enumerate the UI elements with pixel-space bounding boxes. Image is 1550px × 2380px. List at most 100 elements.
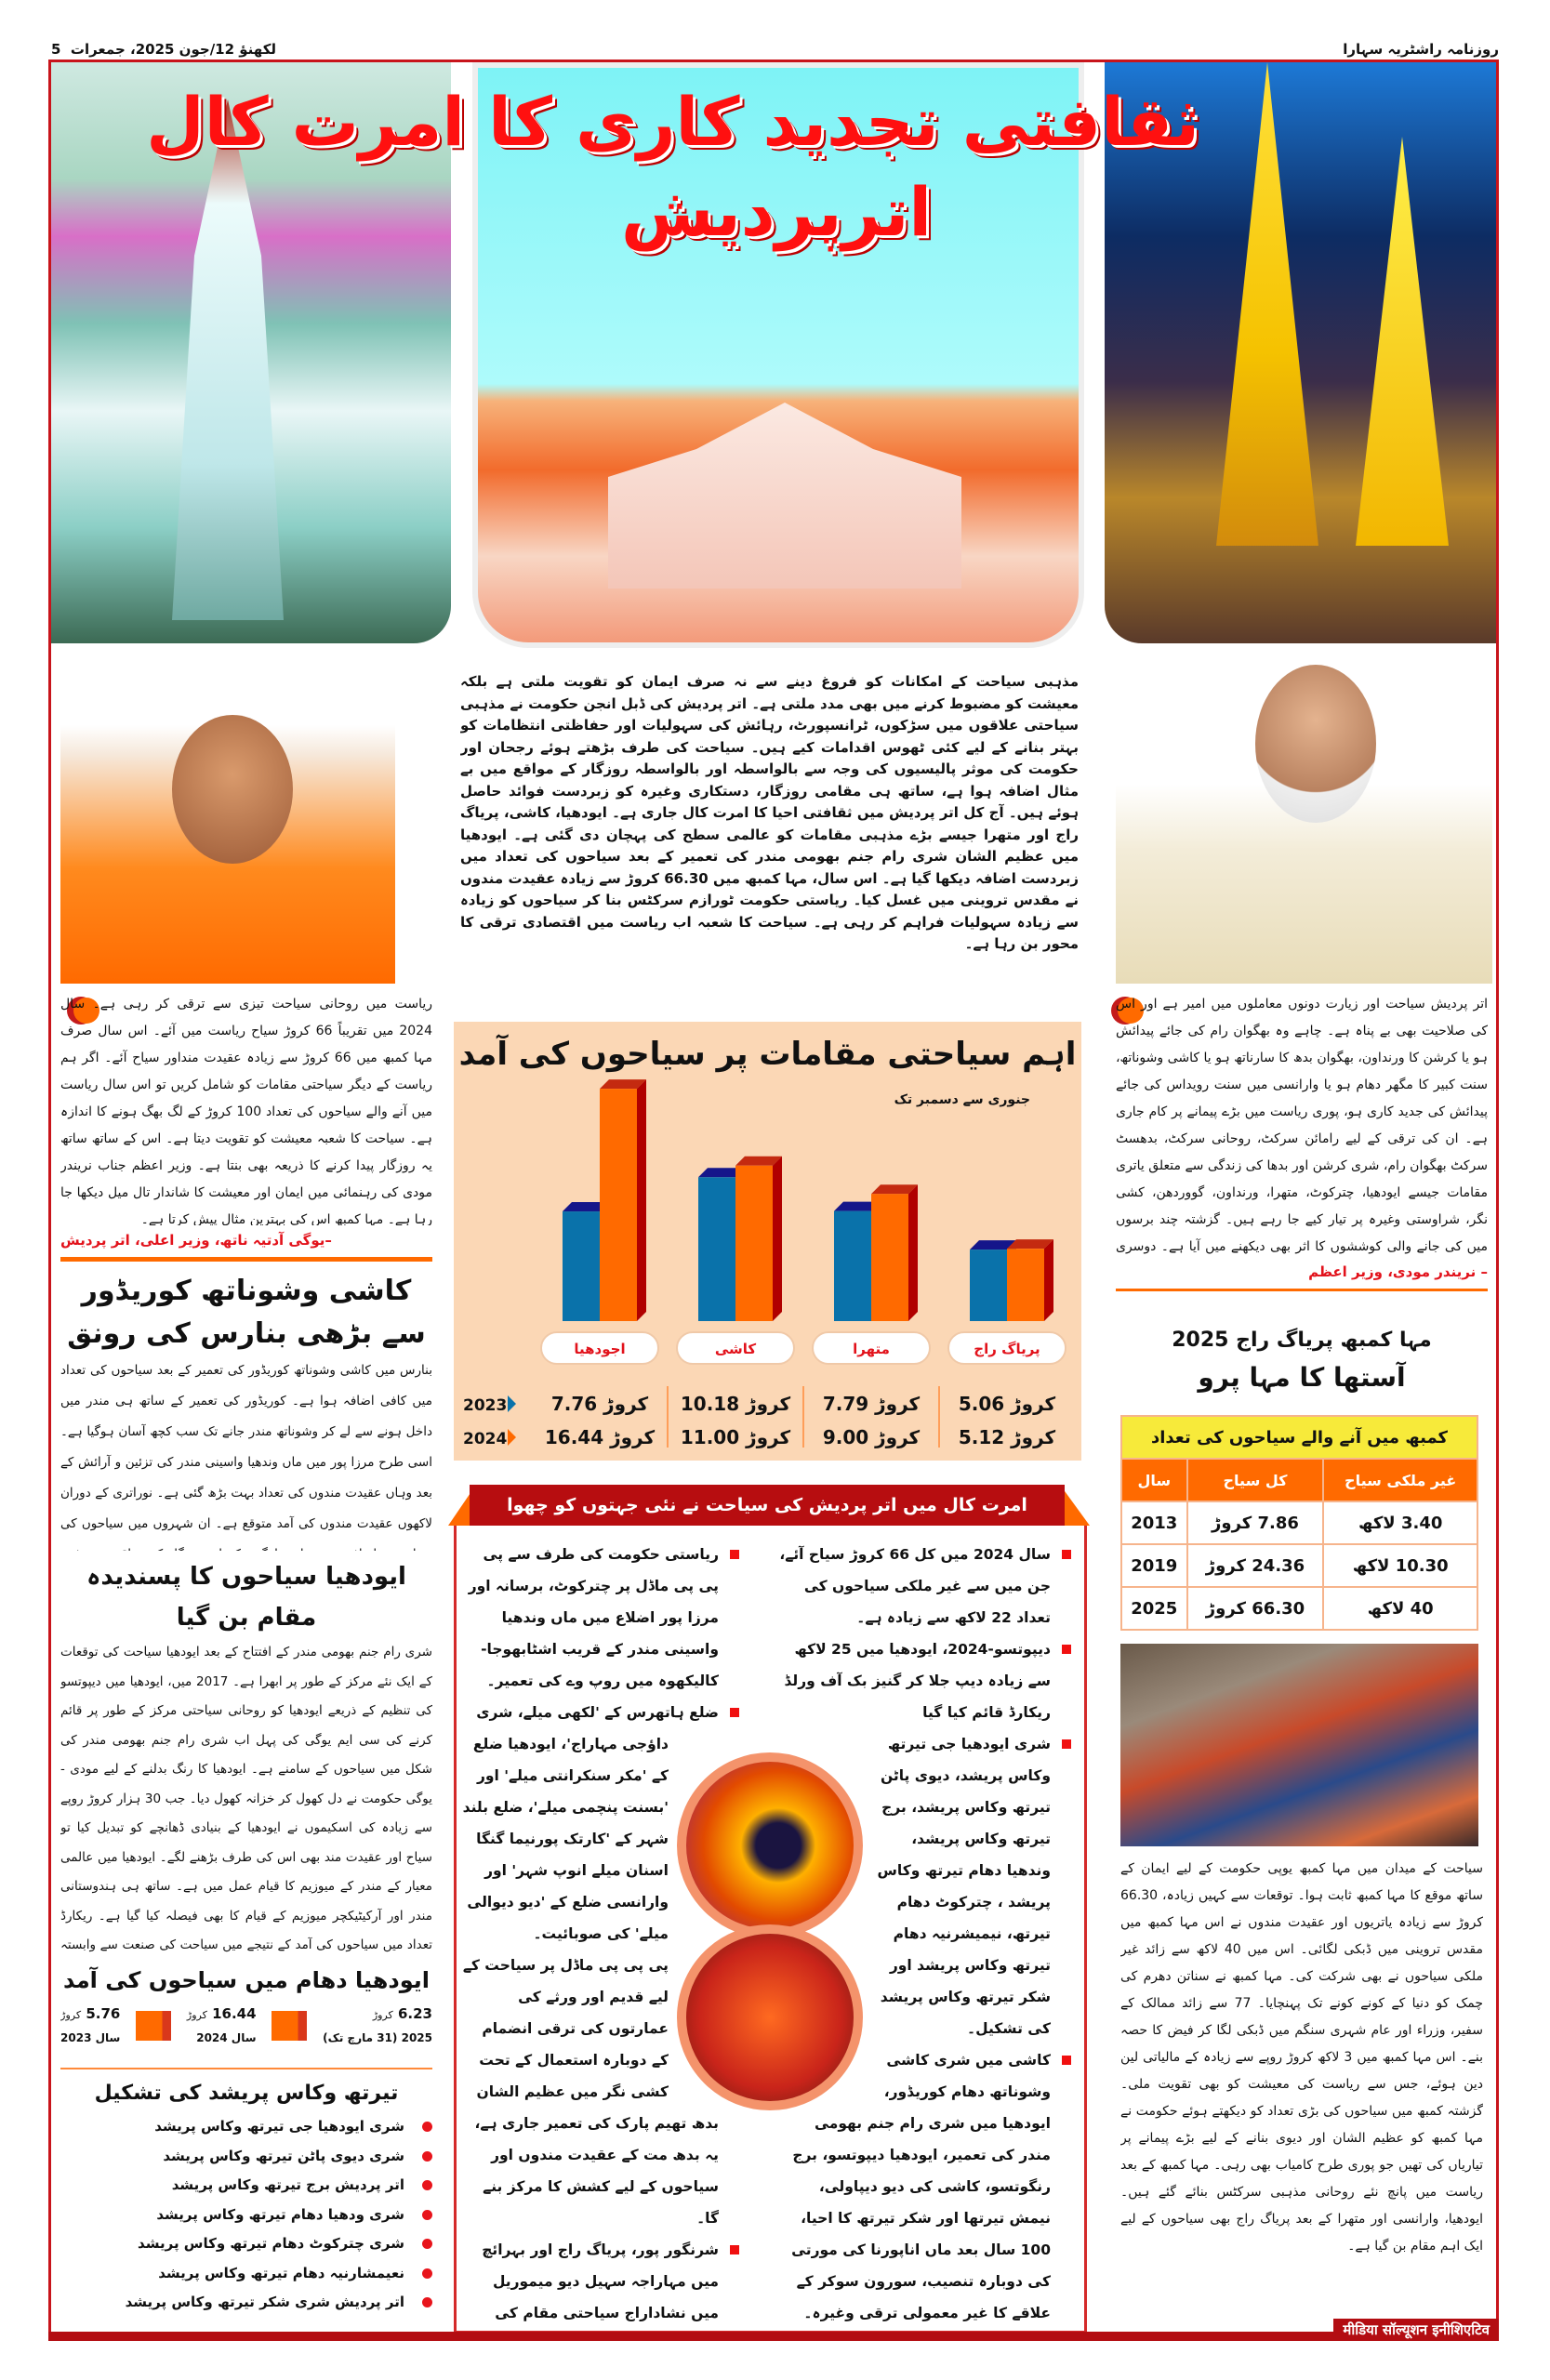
footer-credit: मीडिया सॉल्यूशन इनीशिएटिव — [1333, 2319, 1499, 2341]
orange-cube-icon — [272, 2011, 308, 2041]
value-label: 7.79 کروڑ — [823, 1393, 921, 1415]
bar-top — [834, 1201, 881, 1211]
legend-label-2023: 2023 — [463, 1396, 507, 1415]
kashi-headline-line-2: سے بڑھی بنارس کی رونق — [67, 1317, 426, 1350]
bar-side — [1044, 1239, 1053, 1321]
list-item: کاشی میں شری کاشی وشوناتھ دھام کوریڈور، … — [779, 2044, 1073, 2329]
ram-temple-photo — [472, 62, 1084, 648]
kashi-body: بنارس میں کاشی وشوناتھ کوریڈور کی تعمیر … — [60, 1363, 432, 1551]
legend-marker-icon — [508, 1395, 516, 1412]
list-item: اتر پردیش شری شکر تیرتھ وکاس پریشد — [60, 2288, 432, 2318]
newspaper-name: روزنامہ راشٹریہ سہارا — [1343, 41, 1499, 58]
bar-2023 — [698, 1177, 735, 1321]
maha-kumbh-body: سیاحت کے میدان میں مہا کمبھ یوپی حکومت ک… — [1120, 1861, 1483, 2254]
bar-2024 — [735, 1165, 773, 1321]
bar-top — [698, 1168, 745, 1178]
page-number: 5 — [51, 41, 61, 58]
ayodhya-section: ایودھیا سیاحوں کا پسندیدہ مقام بن گیا شر… — [60, 1556, 432, 1958]
stat-2024: 16.44 کروڑ سال 2024 — [187, 2003, 257, 2049]
bar-side — [637, 1079, 646, 1321]
orange-cube-icon — [136, 2011, 172, 2041]
bar-2023 — [563, 1211, 600, 1321]
ayodhya-body: شری رام جنم بھومی مندر کے افتتاح کے بعد … — [60, 1645, 432, 1952]
tirth-section: تیرتھ وکاس پریشد کی تشکیل شری ایودھیا جی… — [60, 2075, 432, 2328]
bar-top — [600, 1079, 646, 1090]
stat-year: سال 2023 — [60, 2031, 121, 2044]
category-label: متھرا — [853, 1341, 890, 1357]
table-row: 3.40 لاکھ 7.86 کروڑ 2013 — [1120, 1501, 1478, 1545]
bar-2024 — [1007, 1249, 1044, 1321]
table-cell: 2013 — [1120, 1501, 1188, 1545]
column-header: غیر ملکی سیاح — [1322, 1458, 1478, 1502]
list-item: ضلع ہاتھرس کے 'لکھی میلے، شری داؤجی مہار… — [462, 1697, 741, 1950]
table-row: 40 لاکھ 66.30 کروڑ 2025 — [1120, 1586, 1478, 1631]
bar-top — [735, 1156, 782, 1166]
divider — [60, 1257, 432, 1262]
bar-top — [563, 1202, 609, 1212]
list-item: شری دیوی پاٹن تیرتھ وکاس پریشد — [60, 2142, 432, 2172]
highlights-right-column: سال 2024 میں کل 66 کروڑ سیاح آئے، جن میں… — [779, 1539, 1073, 2329]
maha-kumbh-headings: مہا کمبھ پریاگ راج 2025 آستھا کا مہا پرو — [1116, 1324, 1488, 1411]
ayodhya-dham-stats: 6.23 کروڑ 2025 (31 مارچ تک) 16.44 کروڑ سال… — [60, 2003, 432, 2049]
quote-icon — [67, 997, 100, 1030]
chart-subtitle: جنوری سے دسمبر تک — [894, 1092, 1030, 1107]
chart-title: اہم سیاحتی مقامات پر سیاحوں کی آمد — [458, 1036, 1077, 1073]
list-item: دیپوتسو-2024، ایودھیا میں 25 لاکھ سے زیا… — [779, 1633, 1073, 1728]
list-item: اتر پردیش برج تیرتھ وکاس پریشد — [60, 2171, 432, 2201]
temple-photo-left — [51, 62, 451, 643]
kashi-temple-photo — [1105, 62, 1496, 643]
ayodhya-dham-section: ایودھیا دھام میں سیاحوں کی آمد 6.23 کروڑ… — [60, 1962, 432, 2064]
main-headline-state: اترپردیش — [620, 173, 933, 251]
page-frame — [48, 60, 1499, 2339]
value-label: 10.18 کروڑ — [681, 1393, 791, 1415]
stat-value: 5.76 — [86, 2005, 121, 2022]
tirth-list: شری ایودھیا جی تیرتھ وکاس پریشد شری دیوی… — [60, 2112, 432, 2328]
bar-side — [773, 1156, 782, 1321]
modi-quote: اتر پردیش سیاحت اور زیارت دونوں معاملوں … — [1116, 991, 1488, 1283]
list-item: نعیمشارنیہ دھام تیرتھ وکاس پریشد — [60, 2259, 432, 2289]
legend-label-2024: 2024 — [463, 1430, 507, 1448]
yogi-quote-attribution: –یوگی آدتیہ ناتھ، وزیر اعلی، اتر پردیش — [60, 1232, 332, 1249]
bar-2023 — [970, 1250, 1007, 1321]
list-item: ریاستی حکومت کی طرف سے پی پی پی ماڈل پر … — [462, 1539, 741, 1697]
table-cell: 66.30 کروڑ — [1186, 1586, 1325, 1631]
modi-quote-attribution: – نریندر مودی، وزیر اعظم — [1308, 1263, 1488, 1280]
highlights-banner: امرت کال میں اتر پردیش کی سیاحت نے نئی ج… — [470, 1485, 1065, 1526]
chart-plot: اجودھیا 7.76 کروڑ 16.44 کروڑ کاشی 10.18 کروڑ… — [463, 1079, 1066, 1448]
main-headline: ثقافتی تجدید کاری کا امرت کال — [146, 83, 1199, 161]
footer-bar — [48, 2332, 1499, 2341]
list-item: پی پی پی ماڈل پر سیاحت کے لیے قدیم اور و… — [462, 1950, 741, 2076]
stat-2023: 5.76 کروڑ سال 2023 — [60, 2003, 120, 2049]
yogi-quote: ریاست میں روحانی سیاحت تیزی سے ترقی کر ر… — [60, 991, 432, 1251]
category-pill — [540, 1331, 659, 1365]
value-label: 16.44 کروڑ — [545, 1426, 656, 1448]
kashi-headline-line-1: کاشی وشوناتھ کوریڈور — [81, 1275, 412, 1307]
stat-2025: 6.23 کروڑ 2025 (31 مارچ تک) — [323, 2003, 432, 2049]
divider — [1116, 1289, 1488, 1291]
dateline: لکھنؤ 12/جون 2025، جمعرات 5 — [51, 41, 276, 58]
maha-kumbh-subheadline: آستھا کا مہا پرو — [1198, 1362, 1406, 1393]
maha-kumbh-headline: مہا کمبھ پریاگ راج 2025 — [1172, 1329, 1432, 1352]
festival-crowd-photo — [677, 1924, 863, 2110]
ayodhya-headline: ایودھیا سیاحوں کا پسندیدہ مقام بن گیا — [86, 1563, 406, 1632]
table-title: کمبھ میں آنے والے سیاحوں کی تعداد — [1120, 1415, 1478, 1460]
category-label: کاشی — [715, 1341, 757, 1357]
table-cell: 24.36 کروڑ — [1186, 1543, 1325, 1588]
table-cell: 7.86 کروڑ — [1186, 1501, 1325, 1545]
value-label: 11.00 کروڑ — [681, 1426, 791, 1448]
list-item: شری ودھیا دھام تیرتھ وکاس پریشد — [60, 2201, 432, 2230]
column-header: سال — [1120, 1458, 1188, 1502]
stat-unit: کروڑ — [60, 2009, 82, 2021]
stat-value: 16.44 — [212, 2005, 257, 2022]
category-pill — [812, 1331, 931, 1365]
value-label: 5.06 کروڑ — [959, 1393, 1056, 1415]
bar-top — [1007, 1239, 1053, 1250]
bar-top — [970, 1240, 1016, 1250]
modi-quote-text: اتر پردیش سیاحت اور زیارت دونوں معاملوں … — [1116, 997, 1488, 1254]
bar-side — [908, 1184, 918, 1321]
list-item: شری ایودھیا جی تیرتھ وکاس پریشد — [60, 2112, 432, 2142]
value-label: 5.12 کروڑ — [959, 1426, 1056, 1448]
table-cell: 40 لاکھ — [1322, 1586, 1478, 1631]
highlights-left-column: ریاستی حکومت کی طرف سے پی پی پی ماڈل پر … — [462, 1539, 741, 2329]
tourist-arrivals-chart: اہم سیاحتی مقامات پر سیاحوں کی آمد جنوری… — [454, 1022, 1081, 1461]
